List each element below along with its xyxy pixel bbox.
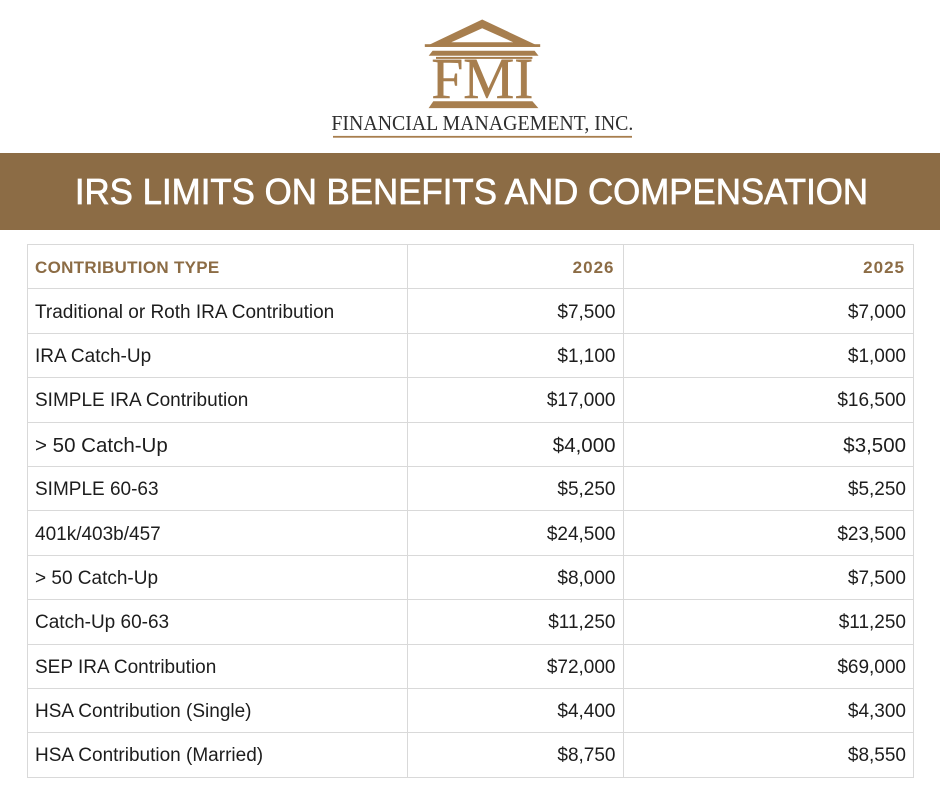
svg-text:FMI: FMI: [431, 46, 533, 111]
svg-text:FINANCIAL MANAGEMENT, INC.: FINANCIAL MANAGEMENT, INC.: [331, 111, 633, 135]
